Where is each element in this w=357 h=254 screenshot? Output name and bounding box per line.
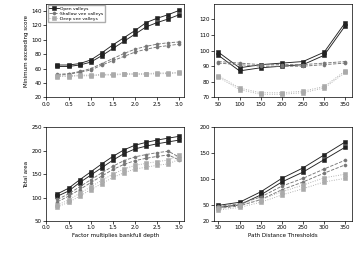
X-axis label: Factor multiplies bankfull depth: Factor multiplies bankfull depth: [71, 232, 159, 237]
Y-axis label: Minimum exceeding score: Minimum exceeding score: [24, 15, 29, 87]
Open valleys: [144, 21, 149, 24]
Line: Deep vee valleys: Deep vee valleys: [56, 71, 181, 77]
Deep vee valleys: [144, 72, 149, 75]
Shallow vee valleys: [111, 57, 115, 60]
Open valleys: [155, 17, 160, 20]
Deep vee valleys: [122, 72, 126, 75]
Open valleys: [100, 51, 104, 54]
Open valleys: [66, 64, 71, 67]
Open valleys: [122, 36, 126, 39]
Open valleys: [55, 64, 60, 67]
Deep vee valleys: [66, 74, 71, 77]
Shallow vee valleys: [133, 48, 137, 51]
Deep vee valleys: [166, 71, 171, 74]
Shallow vee valleys: [66, 72, 71, 75]
Shallow vee valleys: [155, 43, 160, 46]
Deep vee valleys: [133, 72, 137, 75]
Deep vee valleys: [155, 71, 160, 74]
Deep vee valleys: [77, 74, 82, 77]
Open valleys: [111, 43, 115, 46]
Open valleys: [133, 29, 137, 32]
Open valleys: [77, 62, 82, 65]
Legend: Open valleys, Shallow vee valleys, Deep vee valleys: Open valleys, Shallow vee valleys, Deep …: [48, 5, 105, 22]
X-axis label: Path Distance Thresholds: Path Distance Thresholds: [248, 232, 318, 237]
Open valleys: [89, 58, 93, 61]
Open valleys: [166, 13, 171, 16]
Shallow vee valleys: [144, 45, 149, 48]
Deep vee valleys: [111, 73, 115, 76]
Deep vee valleys: [55, 74, 60, 77]
Shallow vee valleys: [166, 41, 171, 44]
Y-axis label: Total area: Total area: [24, 161, 29, 188]
Line: Shallow vee valleys: Shallow vee valleys: [56, 40, 181, 76]
Deep vee valleys: [100, 73, 104, 76]
Shallow vee valleys: [100, 62, 104, 65]
Shallow vee valleys: [77, 70, 82, 73]
Shallow vee valleys: [122, 52, 126, 55]
Deep vee valleys: [177, 71, 182, 74]
Line: Open valleys: Open valleys: [56, 9, 181, 67]
Shallow vee valleys: [55, 73, 60, 76]
Open valleys: [177, 9, 182, 12]
Shallow vee valleys: [89, 67, 93, 70]
Shallow vee valleys: [177, 40, 182, 43]
Deep vee valleys: [89, 74, 93, 77]
